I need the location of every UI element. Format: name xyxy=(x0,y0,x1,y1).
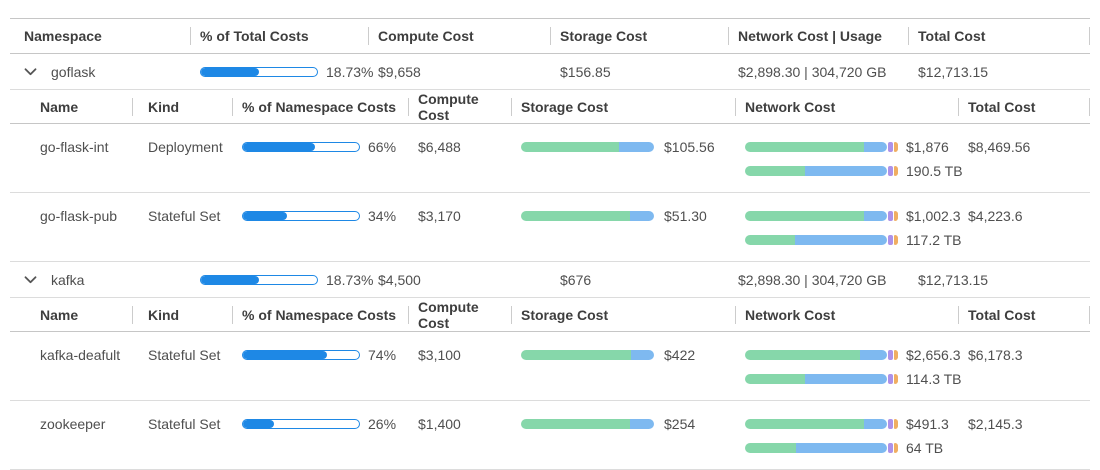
col-header-storage: Storage Cost xyxy=(550,19,728,53)
compute-cost-value: $3,170 xyxy=(418,208,461,224)
col-header-network: Network Cost xyxy=(735,298,958,331)
col-header-name: Name xyxy=(40,306,79,323)
workload-table-header: Name Kind % of Namespace Costs Compute C… xyxy=(10,90,1090,124)
col-header-network: Network Cost xyxy=(735,90,958,123)
network-cost-value: $2,656.3 xyxy=(906,347,961,363)
workload-kind: Stateful Set xyxy=(148,416,221,432)
total-cost-value: $8,469.56 xyxy=(968,139,1031,155)
compute-cost-value: $6,488 xyxy=(418,139,461,155)
network-cost-bar xyxy=(745,350,898,360)
namespace-row-kafka[interactable]: kafka 18.73% $4,500 $676 $2,898.30 | 304… xyxy=(10,262,1090,298)
workload-name: go-flask-pub xyxy=(40,208,118,224)
network-cost-bar xyxy=(745,142,898,152)
workload-row-kafka-deafult: kafka-deafult Stateful Set 74% $3,100 $4… xyxy=(10,332,1090,401)
col-header-compute: Compute Cost xyxy=(408,298,511,331)
col-header-kind: Kind xyxy=(132,90,232,123)
network-cost-bar xyxy=(745,419,898,429)
col-header-compute: Compute Cost xyxy=(408,90,511,123)
chevron-down-icon[interactable] xyxy=(24,275,37,284)
pct-namespace-costs-bar xyxy=(242,350,360,360)
network-cost-bar xyxy=(745,211,898,221)
col-header-pct-ns: % of Namespace Costs xyxy=(232,90,408,123)
workload-name: kafka-deafult xyxy=(40,347,121,363)
compute-cost-value: $1,400 xyxy=(418,416,461,432)
col-header-namespace: Namespace xyxy=(24,28,102,44)
pct-total-costs-value: 18.73% xyxy=(326,271,374,288)
storage-cost-value: $105.56 xyxy=(664,139,715,155)
storage-cost-bar xyxy=(521,419,654,429)
compute-cost-value: $3,100 xyxy=(418,347,461,363)
workload-kind: Stateful Set xyxy=(148,347,221,363)
cost-table: Namespace % of Total Costs Compute Cost … xyxy=(10,18,1090,470)
network-usage-bar xyxy=(745,235,898,245)
col-header-storage: Storage Cost xyxy=(511,298,735,331)
workload-kind: Stateful Set xyxy=(148,208,221,224)
namespace-name: goflask xyxy=(51,63,96,80)
storage-cost-value: $254 xyxy=(664,416,696,432)
total-cost-value: $6,178.3 xyxy=(968,347,1023,363)
network-cost-usage-value: $2,898.30 | 304,720 GB xyxy=(738,63,887,80)
col-header-total: Total Cost xyxy=(958,90,1090,123)
workload-row-go-flask-pub: go-flask-pub Stateful Set 34% $3,170 $51… xyxy=(10,193,1090,262)
network-cost-value: $1,002.3 xyxy=(906,208,961,224)
col-header-name: Name xyxy=(40,98,79,115)
workload-name: zookeeper xyxy=(40,416,106,432)
network-cost-value: $1,876 xyxy=(906,139,949,155)
storage-cost-value: $156.85 xyxy=(560,63,611,80)
pct-namespace-costs-bar xyxy=(242,142,360,152)
total-cost-value: $12,713.15 xyxy=(918,271,989,288)
pct-namespace-costs-value: 74% xyxy=(368,347,397,363)
network-usage-value: 114.3 TB xyxy=(906,371,962,387)
namespace-name: kafka xyxy=(51,271,85,288)
col-header-pct-ns: % of Namespace Costs xyxy=(232,298,408,331)
chevron-down-icon[interactable] xyxy=(24,67,37,76)
network-usage-value: 190.5 TB xyxy=(906,163,963,179)
storage-cost-value: $676 xyxy=(560,271,592,288)
network-usage-bar xyxy=(745,374,898,384)
col-header-kind: Kind xyxy=(132,298,232,331)
total-cost-value: $12,713.15 xyxy=(918,63,989,80)
workload-row-go-flask-int: go-flask-int Deployment 66% $6,488 $105.… xyxy=(10,124,1090,193)
col-header-storage: Storage Cost xyxy=(511,90,735,123)
pct-total-costs-value: 18.73% xyxy=(326,63,374,80)
col-header-pct-total: % of Total Costs xyxy=(190,19,368,53)
storage-cost-value: $422 xyxy=(664,347,696,363)
workload-name: go-flask-int xyxy=(40,139,109,155)
pct-total-costs-bar xyxy=(200,274,318,285)
network-cost-value: $491.3 xyxy=(906,416,949,432)
storage-cost-bar xyxy=(521,350,654,360)
storage-cost-bar xyxy=(521,211,654,221)
storage-cost-value: $51.30 xyxy=(664,208,707,224)
storage-cost-bar xyxy=(521,142,654,152)
workload-kind: Deployment xyxy=(148,139,223,155)
pct-namespace-costs-value: 34% xyxy=(368,208,397,224)
col-header-compute: Compute Cost xyxy=(368,19,550,53)
namespace-table-header: Namespace % of Total Costs Compute Cost … xyxy=(10,19,1090,54)
total-cost-value: $2,145.3 xyxy=(968,416,1023,432)
workload-table-header: Name Kind % of Namespace Costs Compute C… xyxy=(10,298,1090,332)
pct-namespace-costs-value: 66% xyxy=(368,139,397,155)
network-usage-bar xyxy=(745,166,898,176)
pct-namespace-costs-bar xyxy=(242,419,360,429)
compute-cost-value: $4,500 xyxy=(378,271,421,288)
col-header-total: Total Cost xyxy=(908,19,1090,53)
pct-namespace-costs-bar xyxy=(242,211,360,221)
pct-namespace-costs-value: 26% xyxy=(368,416,397,432)
col-header-network: Network Cost | Usage xyxy=(728,19,908,53)
namespace-row-goflask[interactable]: goflask 18.73% $9,658 $156.85 $2,898.30 … xyxy=(10,54,1090,90)
pct-total-costs-bar xyxy=(200,66,318,77)
network-cost-usage-value: $2,898.30 | 304,720 GB xyxy=(738,271,887,288)
network-usage-value: 117.2 TB xyxy=(906,232,962,248)
network-usage-bar xyxy=(745,443,898,453)
total-cost-value: $4,223.6 xyxy=(968,208,1023,224)
compute-cost-value: $9,658 xyxy=(378,63,421,80)
network-usage-value: 64 TB xyxy=(906,440,944,456)
col-header-total: Total Cost xyxy=(958,298,1090,331)
